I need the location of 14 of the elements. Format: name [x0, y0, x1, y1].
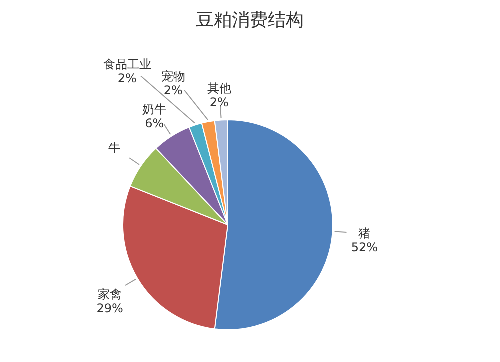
- slice-label: 奶牛: [142, 102, 167, 116]
- data-label: 29%: [96, 302, 124, 316]
- slice-label: 牛: [108, 140, 121, 155]
- data-label: 2%: [118, 71, 137, 86]
- data-label: 52%: [351, 240, 378, 255]
- data-label: 6%: [145, 116, 164, 130]
- data-label: 2%: [164, 83, 183, 98]
- slice-label: 食品工业: [103, 57, 152, 72]
- data-label: 2%: [210, 95, 229, 110]
- slice-label: 其他: [207, 81, 232, 96]
- chart-title: 豆粕消费结构: [196, 10, 304, 31]
- slice-label: 宠物: [161, 69, 186, 84]
- slice-label: 家禽: [98, 288, 122, 302]
- slice-label: 猪: [358, 226, 371, 241]
